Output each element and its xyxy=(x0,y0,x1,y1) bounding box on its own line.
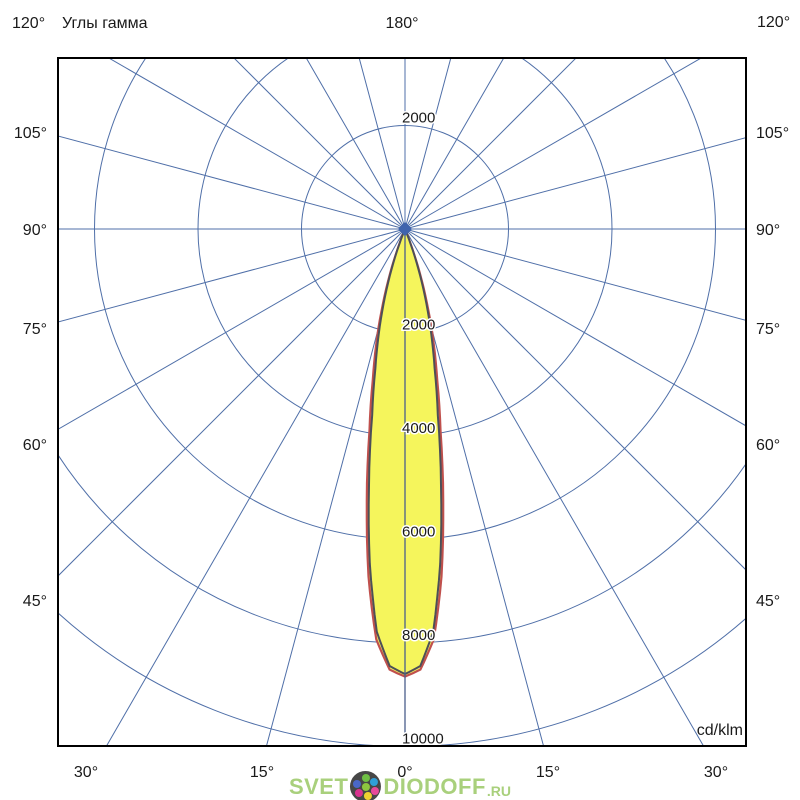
logo-dot xyxy=(363,792,372,800)
radial-tick-label: 8000 xyxy=(402,627,435,644)
radial-tick-label: 4000 xyxy=(402,420,435,437)
logo-dot xyxy=(361,782,370,791)
top-left-angle-label: 120° xyxy=(12,15,46,32)
gamma-angle-label-right: 45° xyxy=(756,593,781,610)
gamma-angle-label-left: 60° xyxy=(22,437,47,454)
top-right-angle-label: 120° xyxy=(757,14,791,31)
gamma-angle-label-right: 90° xyxy=(756,222,781,239)
logo-dot xyxy=(361,773,370,782)
radial-tick-label: 2000 xyxy=(402,317,435,334)
watermark-text-left: SVET xyxy=(288,773,349,799)
watermark: SVET DIODOFF .RU xyxy=(289,771,511,800)
logo-dot xyxy=(353,779,362,788)
radial-unit-label: cd/klm xyxy=(696,722,743,739)
gamma-angle-label-left: 75° xyxy=(22,321,47,338)
radial-tick-label: 2000 xyxy=(402,110,435,127)
gamma-angle-label-left: 90° xyxy=(22,222,47,239)
logo-dot xyxy=(370,786,379,795)
gamma-angle-label-bottom: 15° xyxy=(249,764,275,781)
watermark-text-right: DIODOFF xyxy=(383,773,486,799)
center-marker xyxy=(397,221,413,237)
radial-tick-labels: 2000 2000 4000 6000 8000 10000 xyxy=(401,108,446,749)
gamma-angle-label-bottom: 15° xyxy=(535,764,561,781)
watermark-suffix: .RU xyxy=(486,783,512,799)
gamma-angle-label-right: 60° xyxy=(756,437,781,454)
gamma-angle-label-bottom: 30° xyxy=(703,764,729,781)
logo-dot xyxy=(354,788,363,797)
gamma-angle-label-left: 45° xyxy=(22,593,47,610)
top-center-angle-label: 180° xyxy=(385,15,419,32)
page-title: Углы гамма xyxy=(62,15,148,32)
gamma-angle-label-left: 105° xyxy=(13,125,47,142)
watermark-logo-icon xyxy=(350,771,382,800)
gamma-angle-label-right: 105° xyxy=(756,125,790,142)
gamma-angle-label-right: 75° xyxy=(756,321,781,338)
radial-tick-label: 10000 xyxy=(402,731,444,748)
radial-tick-label: 6000 xyxy=(402,524,435,541)
gamma-angle-label-bottom: 0° xyxy=(397,764,413,781)
logo-dot xyxy=(369,778,378,786)
gamma-angle-label-bottom: 30° xyxy=(73,764,99,781)
plot-border xyxy=(57,57,747,747)
